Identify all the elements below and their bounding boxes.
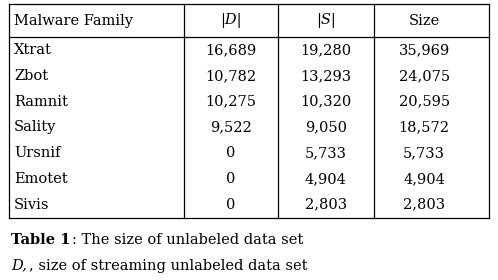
Text: Sality: Sality xyxy=(14,120,56,134)
Text: 2,803: 2,803 xyxy=(305,198,347,212)
Text: D,: D, xyxy=(11,259,27,273)
Text: Ursnif: Ursnif xyxy=(14,146,60,160)
Text: 10,275: 10,275 xyxy=(206,95,256,109)
Text: 9,522: 9,522 xyxy=(210,120,252,134)
Text: |S|: |S| xyxy=(316,13,336,28)
Text: 16,689: 16,689 xyxy=(205,43,256,57)
Text: 9,050: 9,050 xyxy=(305,120,347,134)
Text: 4,904: 4,904 xyxy=(305,172,347,186)
Text: 4,904: 4,904 xyxy=(403,172,445,186)
Text: 2,803: 2,803 xyxy=(403,198,445,212)
Text: 5,733: 5,733 xyxy=(305,146,347,160)
Text: 0: 0 xyxy=(226,172,236,186)
Text: Zbot: Zbot xyxy=(14,69,48,83)
Text: Malware Family: Malware Family xyxy=(14,14,133,28)
Text: 13,293: 13,293 xyxy=(300,69,352,83)
Text: Ramnit: Ramnit xyxy=(14,95,68,109)
Text: 24,075: 24,075 xyxy=(399,69,450,83)
Text: 10,782: 10,782 xyxy=(206,69,256,83)
Text: 10,320: 10,320 xyxy=(300,95,352,109)
Text: Xtrat: Xtrat xyxy=(14,43,52,57)
Text: Size: Size xyxy=(408,14,440,28)
Text: , size of streaming unlabeled data set: , size of streaming unlabeled data set xyxy=(29,259,307,273)
Text: 35,969: 35,969 xyxy=(398,43,450,57)
Text: |D|: |D| xyxy=(220,13,242,28)
Text: 20,595: 20,595 xyxy=(399,95,450,109)
Text: Sivis: Sivis xyxy=(14,198,49,212)
Text: 18,572: 18,572 xyxy=(399,120,450,134)
Text: : The size of unlabeled data set: : The size of unlabeled data set xyxy=(72,233,304,247)
Text: Table 1: Table 1 xyxy=(11,233,71,247)
Text: 0: 0 xyxy=(226,198,236,212)
Text: 0: 0 xyxy=(226,146,236,160)
Text: 5,733: 5,733 xyxy=(403,146,445,160)
Text: Emotet: Emotet xyxy=(14,172,68,186)
Text: 19,280: 19,280 xyxy=(300,43,352,57)
